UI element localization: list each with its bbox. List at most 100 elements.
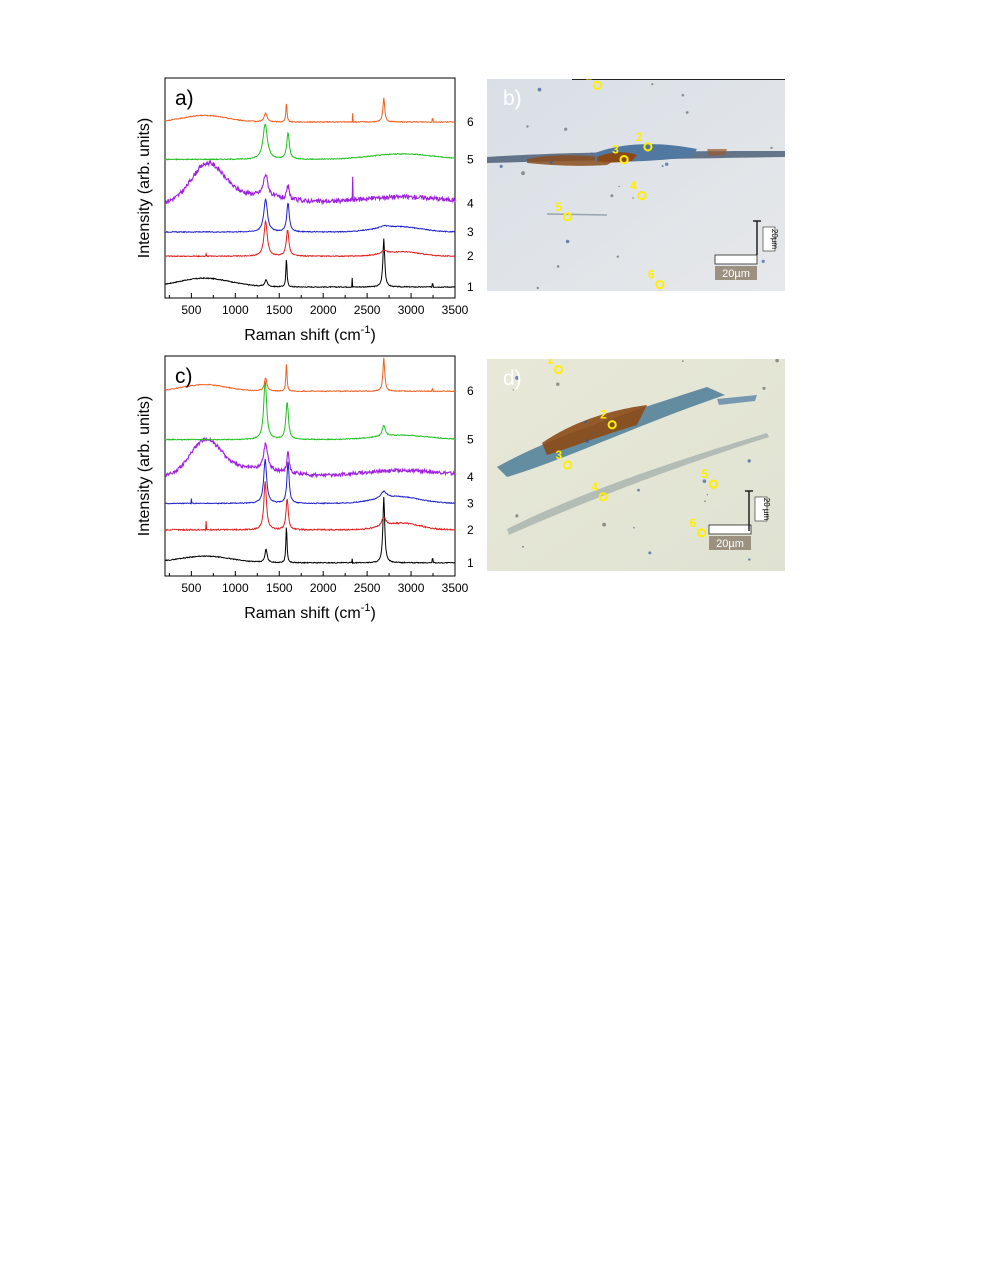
surface-speck [748, 558, 751, 561]
measurement-point-label-3: 3 [612, 143, 619, 157]
surface-speck [537, 87, 542, 92]
measurement-point-5 [708, 479, 719, 489]
surface-speck [515, 514, 519, 518]
x-tick-label: 3500 [442, 303, 469, 317]
surface-speck [564, 127, 568, 131]
x-tick-label: 3000 [398, 581, 425, 595]
surface-speck [761, 259, 765, 263]
spectrum-label-5: 5 [467, 433, 474, 447]
surface-scratch [546, 213, 608, 216]
y-axis-label: Intensity (arb. units) [136, 118, 153, 259]
surface-speck [661, 165, 664, 168]
x-tick-label: 1500 [266, 581, 293, 595]
spectrum-label-6: 6 [467, 115, 474, 129]
surface-speck [549, 160, 553, 164]
measurement-point-6 [696, 528, 707, 538]
raman-spectra-chart-a: 1 2 3 4 5 6 500 1000 1500 2000 2500 3000 3500 Raman s… [136, 77, 474, 344]
surface-speck [633, 526, 635, 529]
surface-speck [521, 171, 525, 176]
measurement-point-label-4: 4 [630, 179, 637, 193]
surface-speck [651, 83, 654, 86]
x-tick-label: 500 [181, 581, 201, 595]
scale-bar-label-bg [709, 536, 751, 550]
measurement-point-label-2: 2 [636, 130, 643, 144]
x-tick-label: 2500 [354, 303, 381, 317]
measurement-point-label-1: 1 [585, 79, 592, 82]
surface-speck [775, 359, 779, 363]
spectrum-line-3 [164, 197, 456, 234]
panel-label: c) [175, 365, 193, 388]
surface-speck [704, 500, 706, 503]
measurement-point-label-5: 5 [701, 467, 708, 481]
flake-brown [542, 405, 647, 455]
spectrum-line-6 [164, 97, 456, 124]
spectrum-label-3: 3 [467, 496, 474, 510]
scale-bar-horizontal-label: 20µm [716, 538, 744, 550]
flake-small [717, 395, 757, 405]
y-axis-label: Intensity (arb. units) [136, 396, 153, 537]
measurement-point-4 [637, 191, 647, 201]
x-tick-label: 1000 [222, 581, 249, 595]
optical-micrograph-d: 20µm 20 µm 1 2 3 4 5 6 d) [487, 359, 785, 571]
spectrum-line-2 [164, 219, 456, 258]
scale-bar-label-bg [715, 266, 757, 280]
scale-bar-horizontal [708, 524, 752, 535]
surface-speck [770, 146, 773, 150]
x-tick-label: 1000 [222, 303, 249, 317]
measurement-point-label-4: 4 [591, 480, 598, 494]
panel-label: a) [175, 87, 194, 110]
surface-speck [648, 551, 652, 555]
spectrum-label-1: 1 [467, 280, 474, 294]
measurement-point-4 [598, 492, 608, 502]
surface-speck [604, 419, 607, 422]
measurement-point-1 [592, 80, 602, 90]
surface-speck [536, 286, 539, 290]
spectrum-label-5: 5 [467, 152, 474, 166]
surface-speck [762, 386, 766, 390]
measurement-point-label-3: 3 [555, 448, 562, 462]
surface-speck [526, 125, 529, 128]
scale-bar-vertical-box [762, 226, 776, 252]
x-tick-label: 2000 [310, 303, 337, 317]
spectrum-line-4 [164, 436, 456, 479]
measurement-point-3 [619, 154, 629, 165]
scale-bar-vertical-box [754, 496, 768, 522]
raman-spectra-chart-c: 1 2 3 4 5 6 500 1000 1500 2000 2500 3000 3500 Raman s… [136, 355, 474, 622]
surface-speck [685, 111, 689, 114]
measurement-point-1 [553, 365, 564, 375]
measurement-point-2 [607, 420, 617, 430]
optical-micrograph-b: 20µm 20µm 1 2 3 4 5 6 b) [487, 79, 785, 291]
panel-label: d) [503, 367, 522, 390]
x-tick-label: 500 [181, 303, 201, 317]
scale-bar-vertical-label: 20 µm [762, 498, 771, 521]
surface-speck [616, 255, 619, 258]
x-axis-label: Raman shift (cm-1) [244, 602, 376, 622]
surface-speck [556, 265, 560, 268]
surface-speck [632, 197, 634, 199]
surface-speck [591, 152, 593, 154]
spectrum-line-2 [164, 481, 456, 532]
spectrum-line-5 [164, 380, 456, 442]
measurement-point-6 [655, 280, 665, 290]
surface-speck [602, 522, 606, 527]
x-tick-label: 2500 [354, 581, 381, 595]
measurement-point-2 [643, 142, 653, 152]
scale-bar-vertical-label: 20µm [770, 229, 779, 250]
spectrum-label-4: 4 [467, 470, 474, 484]
x-tick-label: 1500 [266, 303, 293, 317]
spectrum-label-6: 6 [467, 384, 474, 398]
measurement-point-label-6: 6 [690, 516, 697, 530]
plot-frame [164, 355, 456, 577]
surface-speck [585, 439, 589, 443]
flake-streak [507, 433, 769, 535]
measurement-point-label-5: 5 [555, 200, 562, 214]
surface-speck [584, 420, 587, 424]
spectrum-line-6 [164, 357, 456, 393]
surface-speck [706, 494, 708, 496]
surface-speck [522, 545, 524, 548]
scale-bar-horizontal [714, 254, 758, 265]
spectrum-label-3: 3 [467, 225, 474, 239]
surface-speck [665, 162, 669, 166]
flake-small [707, 149, 727, 156]
spectrum-line-5 [164, 123, 456, 161]
